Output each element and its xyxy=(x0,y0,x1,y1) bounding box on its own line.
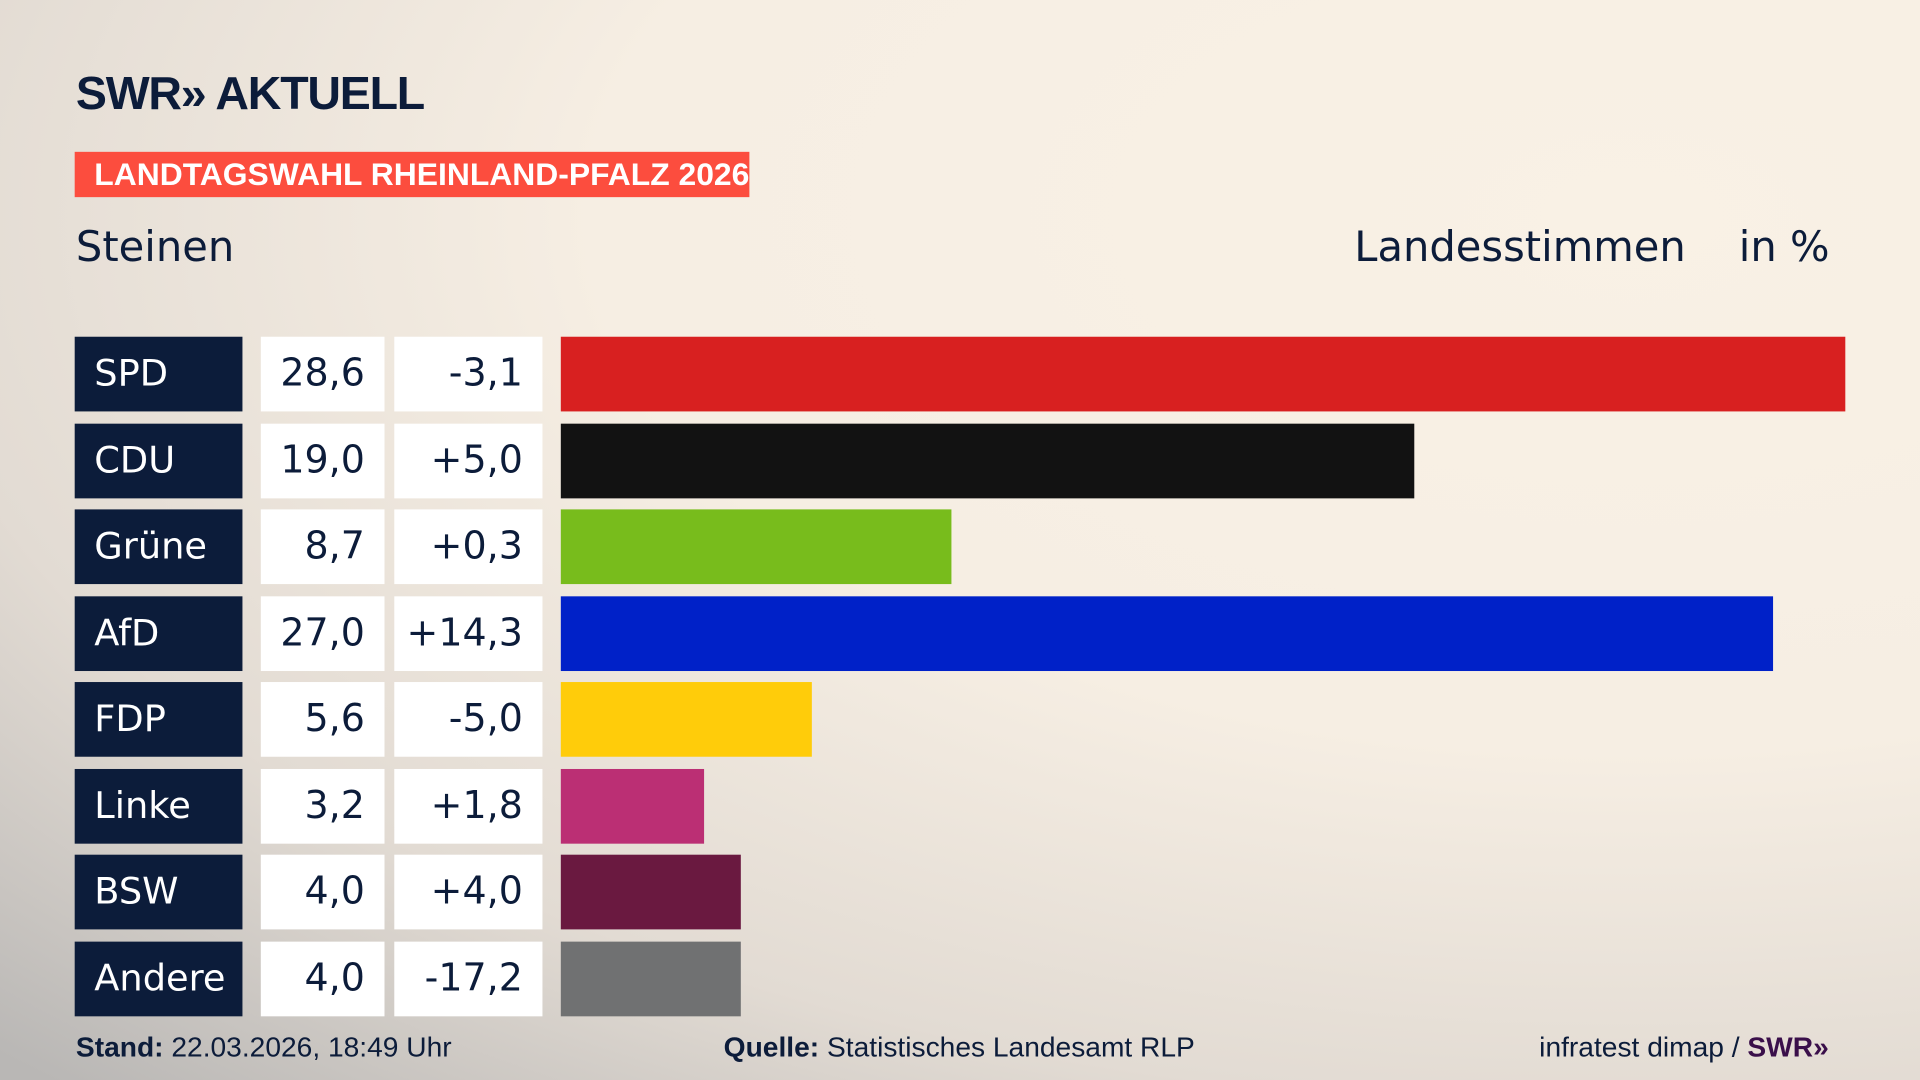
value-label: 19,0 xyxy=(260,423,385,498)
credit: infratest dimap / SWR» xyxy=(1539,1031,1829,1064)
credit-text: infratest dimap / xyxy=(1539,1031,1740,1063)
source: Quelle: Statistisches Landesamt RLP xyxy=(724,1031,1195,1064)
party-label: SPD xyxy=(74,336,243,412)
diff-label: +0,3 xyxy=(394,509,543,585)
bar xyxy=(560,509,952,585)
party-label: BSW xyxy=(74,854,243,930)
diff-label: +1,8 xyxy=(394,768,543,844)
diff-label: +5,0 xyxy=(394,423,543,498)
bar xyxy=(560,595,1774,671)
stand-value: 22.03.2026, 18:49 Uhr xyxy=(171,1031,452,1063)
value-label: 27,0 xyxy=(260,595,385,671)
swr-logo: SWR» xyxy=(1747,1031,1829,1063)
party-label: Grüne xyxy=(74,509,243,585)
party-label: CDU xyxy=(74,423,243,498)
value-label: 8,7 xyxy=(260,509,385,585)
diff-label: +14,3 xyxy=(394,595,543,671)
bar xyxy=(560,941,741,1016)
value-label: 28,6 xyxy=(260,336,385,412)
election-tag: LANDTAGSWAHL RHEINLAND-PFALZ 2026 xyxy=(74,151,750,198)
party-label: AfD xyxy=(74,595,243,671)
unit-label: in % xyxy=(1738,222,1830,272)
bar xyxy=(560,768,705,844)
diff-label: -5,0 xyxy=(394,682,543,757)
party-label: FDP xyxy=(74,682,243,757)
measure-label: Landesstimmen xyxy=(1354,222,1686,272)
bar xyxy=(560,423,1415,498)
diff-label: -17,2 xyxy=(394,941,543,1016)
source-value: Statistisches Landesamt RLP xyxy=(826,1031,1195,1063)
timestamp: Stand: 22.03.2026, 18:49 Uhr xyxy=(76,1031,452,1064)
bar xyxy=(560,854,741,930)
location-title: Steinen xyxy=(75,222,235,272)
party-label: Linke xyxy=(74,768,243,844)
source-label: Quelle: xyxy=(723,1031,820,1063)
swr-aktuell-logo: SWR» AKTUELL xyxy=(75,68,425,121)
value-label: 4,0 xyxy=(260,941,385,1016)
bar xyxy=(560,682,813,757)
bar xyxy=(560,336,1846,412)
value-label: 3,2 xyxy=(260,768,385,844)
party-label: Andere xyxy=(74,941,243,1016)
stand-label: Stand: xyxy=(75,1031,164,1063)
value-label: 4,0 xyxy=(260,854,385,930)
diff-label: -3,1 xyxy=(394,336,543,412)
diff-label: +4,0 xyxy=(394,854,543,930)
value-label: 5,6 xyxy=(260,682,385,757)
